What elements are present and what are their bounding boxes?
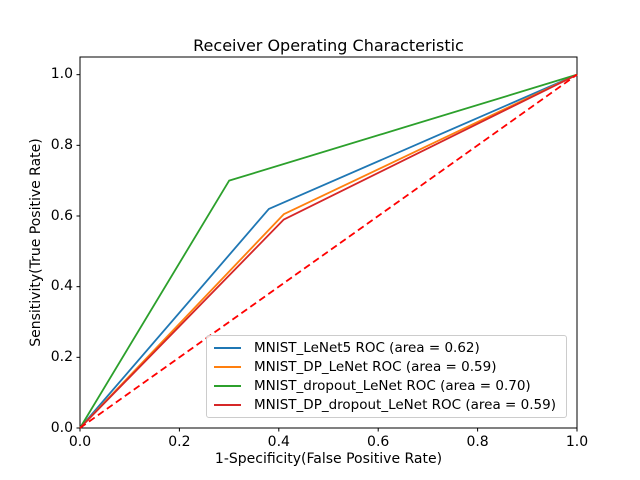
- y-tick-label: 0.2: [50, 348, 73, 365]
- chart-title: Receiver Operating Characteristic: [193, 36, 464, 55]
- x-tick-label: 0.8: [466, 434, 489, 450]
- series-line-MNIST_DP_dropout_LeNet: [79, 73, 578, 429]
- series-line-MNIST_dropout_LeNet: [79, 73, 578, 429]
- legend-label: MNIST_LeNet5 ROC (area = 0.62): [254, 340, 480, 357]
- legend-label: MNIST_DP_dropout_LeNet ROC (area = 0.59): [254, 396, 556, 413]
- y-axis-label: Sensitivity(True Positive Rate): [28, 138, 44, 347]
- x-tick-label: 0.6: [367, 434, 390, 450]
- legend-row-MNIST_LeNet5: MNIST_LeNet5 ROC (area = 0.62): [207, 339, 566, 358]
- legend-label: MNIST_dropout_LeNet ROC (area = 0.70): [254, 377, 531, 394]
- legend-row-MNIST_dropout_LeNet: MNIST_dropout_LeNet ROC (area = 0.70): [207, 377, 566, 396]
- legend-line-swatch: [214, 384, 241, 387]
- y-tick-label: 0.6: [50, 207, 73, 224]
- series-line-MNIST_LeNet5: [79, 73, 578, 429]
- x-tick-label: 1.0: [565, 434, 589, 450]
- legend-line-swatch: [214, 366, 241, 369]
- legend-row-MNIST_DP_LeNet: MNIST_DP_LeNet ROC (area = 0.59): [207, 358, 566, 377]
- y-tick-label: 1.0: [50, 66, 73, 83]
- x-axis-label: 1-Specificity(False Positive Rate): [214, 451, 443, 467]
- series-line-MNIST_DP_LeNet: [79, 73, 578, 429]
- y-tick-label: 0.4: [50, 278, 73, 295]
- legend-line-swatch: [214, 347, 241, 350]
- y-tick-label: 0.8: [50, 136, 73, 153]
- x-tick-label: 0.4: [267, 434, 290, 450]
- chance-diagonal: [79, 73, 578, 429]
- legend-row-MNIST_DP_dropout_LeNet: MNIST_DP_dropout_LeNet ROC (area = 0.59): [207, 395, 566, 414]
- legend-box: MNIST_LeNet5 ROC (area = 0.62) MNIST_DP_L…: [206, 335, 567, 418]
- legend-line-swatch: [214, 403, 241, 406]
- y-tick-label: 0.0: [50, 419, 73, 436]
- legend-label: MNIST_DP_LeNet ROC (area = 0.59): [254, 359, 497, 376]
- axes-spines: [79, 56, 578, 429]
- x-tick-label: 0.0: [68, 434, 92, 450]
- x-tick-label: 0.2: [168, 434, 191, 450]
